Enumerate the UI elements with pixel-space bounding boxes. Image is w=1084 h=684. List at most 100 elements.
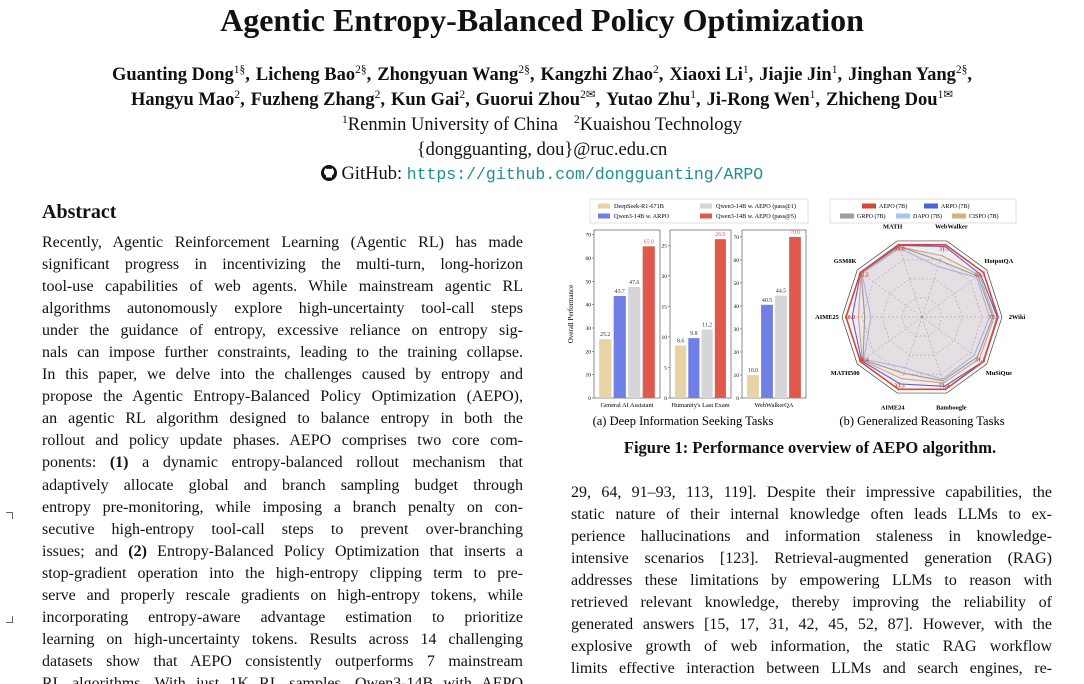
y-tick-label: 0 (736, 396, 739, 402)
value-label: 44.5 (776, 289, 786, 295)
author: Fuzheng Zhang2, (250, 89, 385, 110)
separator: , (366, 65, 372, 85)
author: Licheng Bao2§, (256, 64, 372, 85)
value-label: 70.0 (790, 230, 800, 236)
author: Kangzhi Zhao2, (540, 64, 663, 85)
author: Kun Gai2, (391, 89, 470, 110)
spoke (897, 316, 923, 394)
text-segment: secutive high-entropy tool-call steps to… (42, 520, 523, 538)
value-label: 11.2 (702, 323, 712, 329)
legend-swatch (598, 203, 610, 209)
legend-label: Qwen3-14B w. AEPO (pass@1) (716, 203, 796, 210)
bar (599, 339, 612, 398)
section-heading: Abstract (42, 201, 117, 223)
axis-label: MATH (883, 224, 902, 231)
author: Ji-Rong Wen1, (706, 89, 820, 110)
text-segment: incorporating entropy-aware advantage es… (42, 608, 523, 626)
value-label: 77.1 (989, 315, 999, 321)
axis-label: Bamboogle (936, 404, 967, 411)
grid-ring (881, 278, 963, 356)
text-segment: nals can impose further constraints, lea… (42, 344, 523, 362)
value-label: 30.0 (845, 315, 855, 321)
github-icon (320, 165, 337, 181)
grid-outer (841, 240, 1003, 394)
separator: , (967, 65, 973, 85)
legend-label: Qwen3-14B w. AEPO (pass@5) (716, 213, 796, 220)
radar-line (845, 243, 999, 391)
text-line: incorporating entropy-aware advantage es… (42, 607, 523, 629)
text-segment: RL algorithms. With just 1K RL samples, … (42, 674, 523, 684)
affiliation: 1Renmin University of China (342, 114, 558, 135)
email: {dongguanting, dou}@ruc.edu.cn (416, 140, 668, 160)
x-tick-label: WebWalkerQA (754, 402, 793, 409)
text-line: tool-use capabilities of web agents. Whi… (42, 276, 523, 298)
value-label: 33.3 (895, 383, 905, 389)
text-line: stop-gradient operation into the high-en… (42, 563, 523, 585)
text-line: issues; and (2) Entropy-Balanced Policy … (42, 541, 523, 563)
value-label: 43.7 (615, 289, 625, 295)
y-tick-label: 0 (588, 396, 591, 402)
text-line: retrieved relevant knowledge, thereby im… (571, 594, 1052, 612)
separator: , (748, 65, 754, 85)
value-label: 25.2 (600, 332, 610, 338)
text-line: secutive high-entropy tool-call steps to… (42, 519, 523, 541)
author-name: Fuzheng Zhang (250, 90, 375, 110)
text-segment: under the guidance of entropy, excessive… (42, 322, 523, 340)
text-segment: In this paper, we delve into the challen… (42, 366, 523, 384)
value-label: 92.5 (859, 273, 869, 279)
author-mark: 1 (690, 89, 697, 101)
text-line: static nature of their internal knowledg… (571, 506, 1052, 524)
author-mark: 1✉ (937, 89, 953, 101)
spoke (921, 240, 947, 318)
author-mark: 2§ (355, 64, 367, 76)
author-name: Ji-Rong Wen (706, 90, 810, 110)
text-line: serve and properly rescale gradients on … (42, 585, 523, 607)
y-tick-label: 40 (586, 303, 592, 309)
text-line: propose the Agentic Entropy-Balanced Pol… (42, 386, 523, 408)
text-line: rollout and policy update phases. AEPO c… (42, 430, 523, 452)
text-segment: a dynamic entropy-balanced rollout mecha… (128, 454, 523, 472)
github-url[interactable]: https://github.com/dongguanting/ARPO (406, 165, 764, 184)
text-segment: adaptively allocate global and branch sa… (42, 476, 523, 494)
legend-box (829, 198, 1017, 224)
y-tick-label: 50 (734, 281, 740, 287)
bar (613, 296, 626, 398)
y-tick-label: 60 (734, 258, 740, 264)
legend-label: AEPO (7B) (879, 203, 907, 210)
author: Jinghan Yang2§, (848, 64, 973, 85)
grid-ring (901, 297, 943, 337)
text-segment: tool-use capabilities of web agents. Whi… (42, 278, 523, 296)
affiliations: 1Renmin University of China 2Kuaishou Tec… (0, 114, 1084, 136)
spoke (857, 269, 923, 318)
text-line: entropy pre-monitoring, while imposing a… (42, 497, 523, 519)
bar (688, 338, 700, 398)
plot-frame (669, 229, 732, 399)
body-text: 29, 64, 91–93, 113, 119]. Despite their … (571, 482, 1052, 680)
text-line: explosive growth of web information, the… (571, 638, 1052, 656)
axis-label: GSM8K (834, 258, 857, 265)
bar (761, 304, 773, 398)
text-segment: an agentic RL algorithm designed to bala… (42, 410, 523, 428)
separator: , (380, 90, 385, 110)
affiliation-mark: 2 (573, 114, 580, 126)
axis-label: AIME24 (881, 404, 906, 411)
x-tick-label: General AI Assistant (601, 402, 654, 409)
axis-label: MuSiQue (986, 370, 1012, 377)
y-tick-label: 40 (734, 304, 740, 310)
y-tick-label: 10 (662, 335, 668, 341)
radar-line (861, 247, 991, 380)
legend-swatch (700, 213, 712, 219)
spoke (921, 269, 987, 318)
value-label: 47.6 (629, 280, 639, 286)
affiliation-mark: 1 (342, 114, 348, 126)
legend-swatch (952, 213, 966, 219)
chart-caption: (b) Generalized Reasoning Tasks (839, 414, 1004, 428)
y-tick-label: 70 (586, 233, 592, 239)
affiliation-name: Kuaishou Technology (579, 115, 742, 135)
bar (789, 236, 801, 398)
author-name: Hangyu Mao (131, 90, 235, 110)
legend-box (589, 198, 809, 224)
y-tick-label: 25 (662, 243, 668, 249)
value-label: 31.3 (975, 357, 985, 363)
value-label: 90.0 (895, 247, 905, 253)
